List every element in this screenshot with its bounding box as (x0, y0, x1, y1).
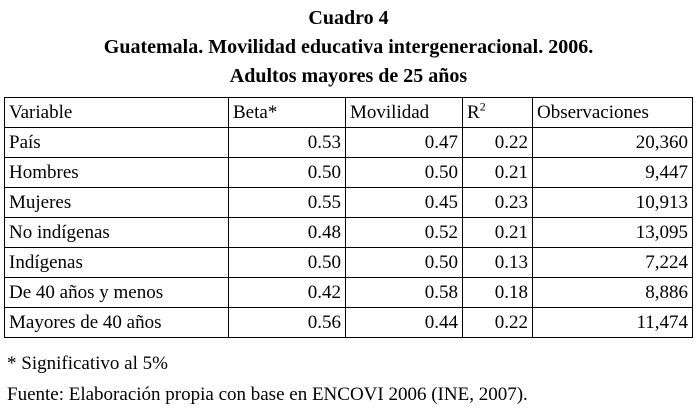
table-row: Indígenas 0.50 0.50 0.13 7,224 (4, 247, 693, 278)
table-heading: Guatemala. Movilidad educativa intergene… (103, 36, 594, 58)
header-r2-base: R (467, 102, 480, 123)
row-observaciones: 7,224 (532, 247, 693, 278)
table-row: Mayores de 40 años 0.56 0.44 0.22 11,474 (4, 307, 693, 338)
table-row: Hombres 0.50 0.50 0.21 9,447 (4, 157, 693, 188)
row-beta: 0.56 (228, 307, 346, 338)
row-movilidad: 0.45 (345, 187, 463, 218)
row-variable: De 40 años y menos (4, 277, 229, 308)
row-beta: 0.53 (228, 127, 346, 158)
row-observaciones: 11,474 (532, 307, 693, 338)
row-observaciones: 8,886 (532, 277, 693, 308)
row-beta: 0.50 (228, 157, 346, 188)
header-r2: R2 (462, 97, 533, 128)
table-title: Cuadro 4 Guatemala. Movilidad educativa … (0, 4, 697, 91)
row-r2: 0.21 (462, 157, 533, 188)
table-number: Cuadro 4 (308, 7, 389, 29)
row-movilidad: 0.44 (345, 307, 463, 338)
table-row: Mujeres 0.55 0.45 0.23 10,913 (4, 187, 693, 218)
row-beta: 0.55 (228, 187, 346, 218)
header-r2-superscript: 2 (479, 99, 486, 114)
row-r2: 0.13 (462, 247, 533, 278)
source-note: Fuente: Elaboración propia con base en E… (7, 384, 528, 405)
row-beta: 0.50 (228, 247, 346, 278)
row-movilidad: 0.58 (345, 277, 463, 308)
row-r2: 0.21 (462, 217, 533, 248)
table-row: No indígenas 0.48 0.52 0.21 13,095 (4, 217, 693, 248)
row-r2: 0.22 (462, 127, 533, 158)
row-movilidad: 0.52 (345, 217, 463, 248)
table-row: De 40 años y menos 0.42 0.58 0.18 8,886 (4, 277, 693, 308)
header-movilidad: Movilidad (345, 97, 463, 128)
table-header-row: Variable Beta* Movilidad R2 Observacione… (4, 97, 693, 128)
table-footnotes: * Significativo al 5% Fuente: Elaboració… (7, 348, 528, 410)
row-variable: Hombres (4, 157, 229, 188)
row-movilidad: 0.50 (345, 157, 463, 188)
table-row: País 0.53 0.47 0.22 20,360 (4, 127, 693, 158)
header-observaciones: Observaciones (532, 97, 693, 128)
row-variable: Mayores de 40 años (4, 307, 229, 338)
header-variable: Variable (4, 97, 229, 128)
row-observaciones: 9,447 (532, 157, 693, 188)
row-beta: 0.48 (228, 217, 346, 248)
row-observaciones: 13,095 (532, 217, 693, 248)
row-r2: 0.22 (462, 307, 533, 338)
table-subheading: Adultos mayores de 25 años (229, 65, 468, 87)
row-variable: No indígenas (4, 217, 229, 248)
row-observaciones: 20,360 (532, 127, 693, 158)
row-variable: Indígenas (4, 247, 229, 278)
row-observaciones: 10,913 (532, 187, 693, 218)
row-movilidad: 0.50 (345, 247, 463, 278)
row-variable: Mujeres (4, 187, 229, 218)
row-r2: 0.18 (462, 277, 533, 308)
mobility-table: Variable Beta* Movilidad R2 Observacione… (4, 97, 693, 338)
significance-note: * Significativo al 5% (7, 353, 168, 374)
row-beta: 0.42 (228, 277, 346, 308)
header-beta: Beta* (228, 97, 346, 128)
row-r2: 0.23 (462, 187, 533, 218)
row-variable: País (4, 127, 229, 158)
row-movilidad: 0.47 (345, 127, 463, 158)
